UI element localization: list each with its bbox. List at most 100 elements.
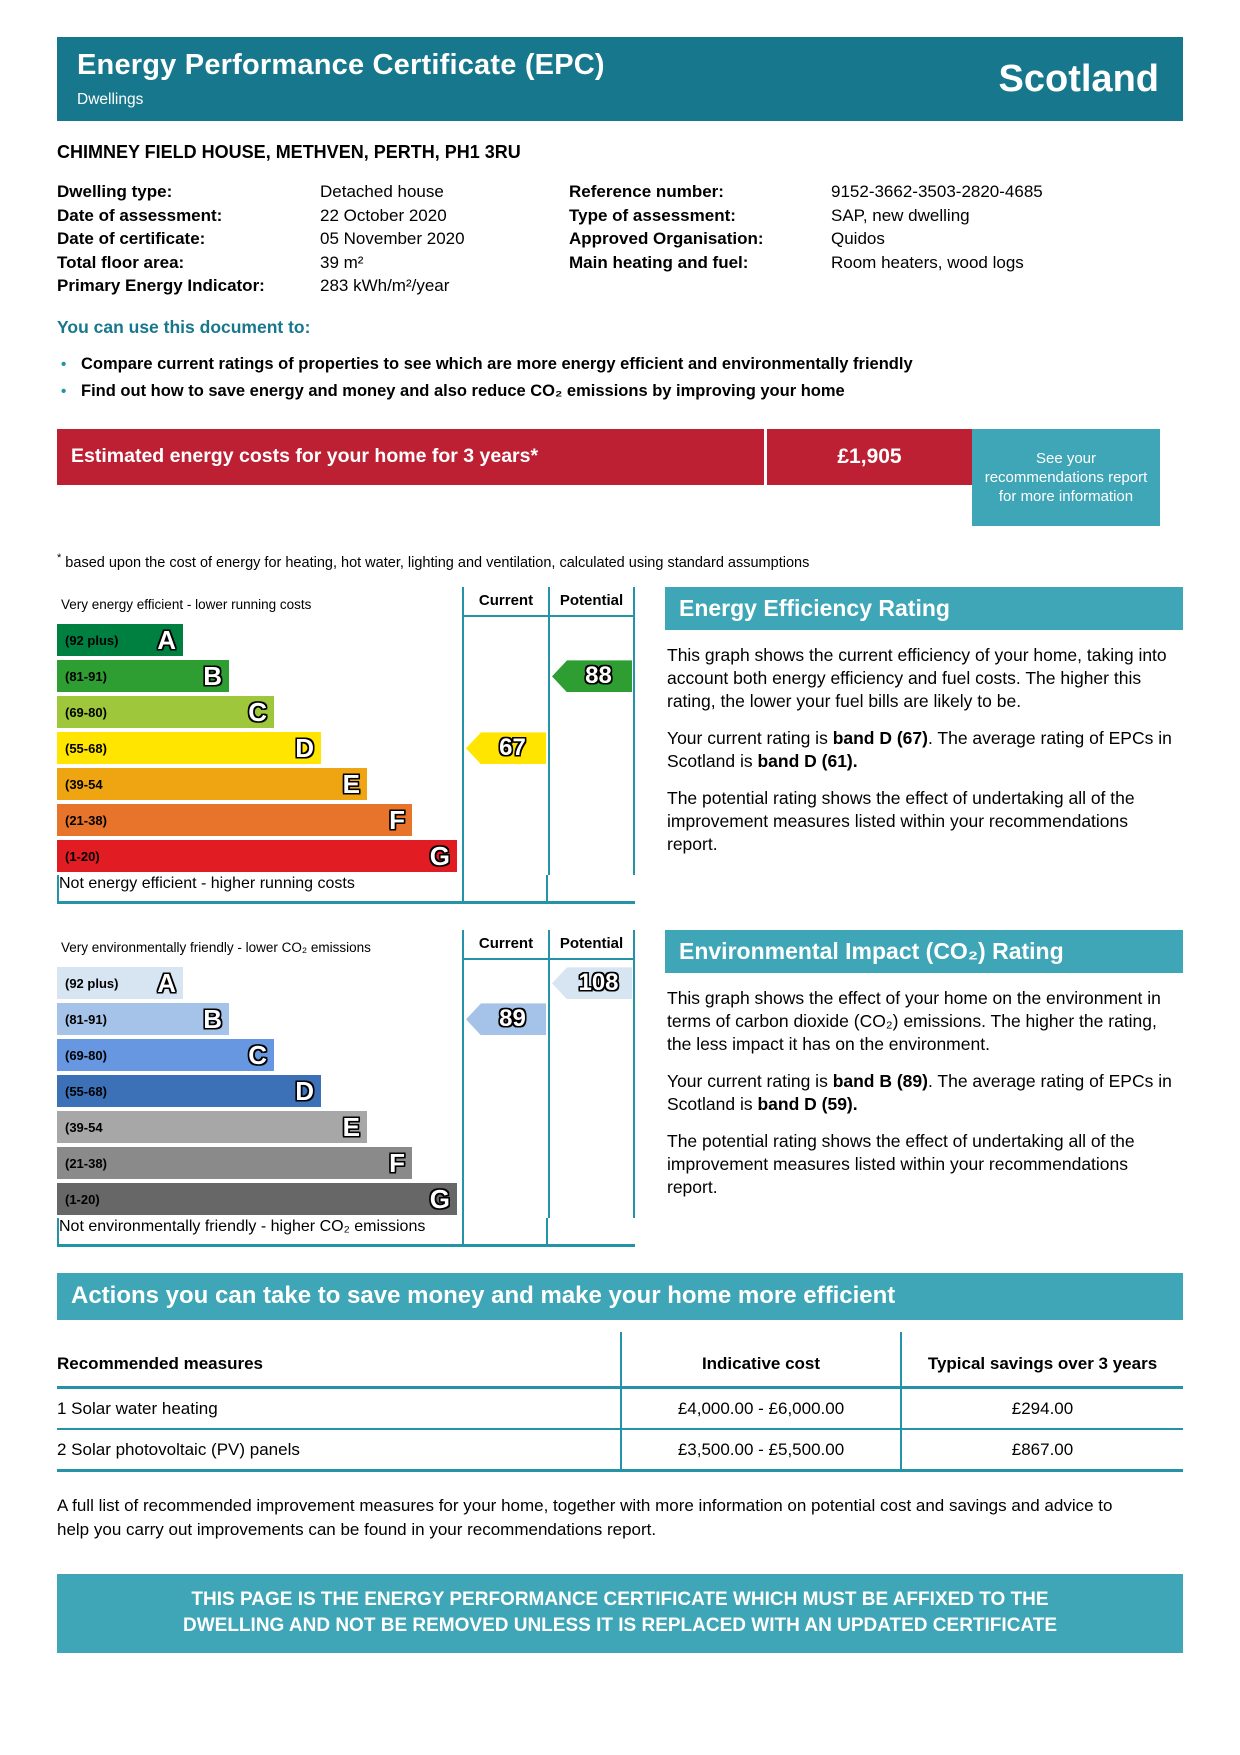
rating-bands: (92 plus) A (81-91) B (69-80) C (55-68) D (39-54… (57, 960, 462, 1218)
band-range-label: (81-91) (65, 1011, 107, 1027)
summary-label: Primary Energy Indicator: (57, 276, 265, 295)
current-column-header: Current (462, 930, 548, 961)
band-letter: A (157, 968, 176, 999)
current-column-header: Current (462, 587, 548, 618)
potential-rating-arrow-value: 108 (578, 969, 619, 997)
current-rating-arrow-value: 67 (499, 734, 526, 762)
band-letter: F (389, 805, 405, 836)
energy-efficiency-panel-title: Energy Efficiency Rating (665, 587, 1183, 631)
panel-text: Your current rating is (667, 728, 833, 749)
band-range-label: (55-68) (65, 740, 107, 756)
band-range-label: (1-20) (65, 1191, 100, 1207)
summary-right-column: Reference number: 9152-3662-3503-2820-468… (569, 180, 1183, 298)
current-rating-arrow-value: 89 (499, 1005, 526, 1033)
environmental-impact-panel: Environmental Impact (CO₂) Rating This g… (665, 930, 1183, 1247)
chart-footer-spacer (548, 875, 635, 901)
region-label: Scotland (998, 57, 1159, 100)
potential-column-header: Potential (548, 587, 635, 618)
usage-bullet: • Find out how to save energy and money a… (57, 378, 1183, 405)
current-rating-column: 89 (462, 960, 548, 1219)
rating-bands: (92 plus) A (81-91) B (69-80) C (55-68) D (39-54… (57, 617, 462, 875)
band-B: (81-91) B (57, 660, 229, 693)
summary-label: Dwelling type: (57, 182, 173, 201)
potential-column-header: Potential (548, 930, 635, 961)
band-range-label: (1-20) (65, 848, 100, 864)
summary-label: Main heating and fuel: (569, 252, 749, 272)
band-G: (1-20) G (57, 1183, 457, 1216)
band-range-label: (39-54 (65, 1119, 103, 1135)
band-range-label: (69-80) (65, 1047, 107, 1063)
current-rating-arrow: 67 (466, 732, 546, 765)
table-cell: 2 Solar photovoltaic (PV) panels (57, 1430, 620, 1473)
recommendations-note: See your recommendations report for more… (972, 428, 1160, 526)
band-letter: D (295, 733, 314, 764)
usage-bullet-text: Compare current ratings of properties to… (81, 354, 913, 373)
environmental-impact-panel-title: Environmental Impact (CO₂) Rating (665, 930, 1183, 974)
potential-rating-column: 88 (548, 617, 635, 876)
cost-banner-value: £1,905 (764, 428, 972, 485)
band-A: (92 plus) A (57, 967, 183, 1000)
rating-chart-grid: Very energy efficient - lower running co… (57, 587, 635, 902)
band-letter: C (248, 697, 267, 728)
document-header: Energy Performance Certificate (EPC) Dwe… (57, 37, 1183, 121)
chart-bottom-caption: Not energy efficient - higher running co… (57, 875, 462, 902)
footnote-text: based upon the cost of energy for heatin… (61, 554, 810, 571)
panel-text-bold: band B (89) (832, 1071, 928, 1092)
band-range-label: (69-80) (65, 704, 107, 720)
usage-heading: You can use this document to: (57, 316, 311, 337)
table-header-cell: Recommended measures (57, 1332, 620, 1390)
summary-value: 22 October 2020 (320, 205, 447, 225)
potential-rating-column: 108 (548, 960, 635, 1219)
potential-rating-arrow: 108 (552, 967, 632, 1000)
panel-paragraph: This graph shows the current efficiency … (667, 645, 1167, 712)
band-range-label: (92 plus) (65, 975, 119, 991)
potential-rating-arrow-value: 88 (585, 662, 612, 690)
panel-text-bold: band D (59). (757, 1094, 858, 1115)
band-D: (55-68) D (57, 1075, 321, 1108)
band-letter: F (389, 1148, 405, 1179)
property-address: CHIMNEY FIELD HOUSE, METHVEN, PERTH, PH1… (57, 142, 521, 162)
summary-value: SAP, new dwelling (831, 205, 970, 225)
band-B: (81-91) B (57, 1003, 229, 1036)
band-letter: A (157, 625, 176, 656)
footnote-asterisk: * (57, 551, 62, 564)
energy-efficiency-panel-text: This graph shows the current efficiency … (665, 644, 1183, 856)
chart-top-caption: Very environmentally friendly - lower CO… (61, 940, 371, 956)
rating-chart-grid: Very environmentally friendly - lower CO… (57, 930, 635, 1245)
chart-footer-spacer (462, 1218, 548, 1245)
band-range-label: (92 plus) (65, 632, 119, 648)
table-cell: £3,500.00 - £5,500.00 (620, 1430, 900, 1473)
band-letter: G (429, 1184, 450, 1215)
band-D: (55-68) D (57, 732, 321, 765)
environmental-impact-section: Very environmentally friendly - lower CO… (57, 930, 1183, 1248)
document-title: Energy Performance Certificate (EPC) (77, 49, 605, 81)
summary-label: Reference number: (569, 182, 724, 201)
chart-footer-spacer (462, 875, 548, 902)
panel-paragraph: The potential rating shows the effect of… (667, 788, 1135, 855)
environmental-impact-chart: Very environmentally friendly - lower CO… (57, 930, 635, 1248)
usage-bullet-text: Find out how to save energy and money an… (81, 381, 845, 400)
band-G: (1-20) G (57, 840, 457, 873)
band-range-label: (21-38) (65, 812, 107, 828)
table-cell: £4,000.00 - £6,000.00 (620, 1389, 900, 1431)
panel-text-bold: band D (67) (832, 728, 928, 749)
band-letter: B (203, 1004, 222, 1035)
potential-rating-arrow: 88 (552, 660, 632, 693)
footer-notice-line: DWELLING AND NOT BE REMOVED UNLESS IT IS… (183, 1615, 1057, 1637)
usage-bullet-list: • Compare current ratings of properties t… (57, 351, 1183, 405)
table-header-cell: Typical savings over 3 years (900, 1332, 1183, 1390)
full-list-note: A full list of recommended improvement m… (57, 1496, 1113, 1540)
band-C: (69-80) C (57, 1039, 274, 1072)
band-letter: C (248, 1040, 267, 1071)
actions-section-title: Actions you can take to save money and m… (57, 1273, 1183, 1321)
summary-value: 39 m² (320, 252, 364, 272)
chart-footer-spacer (548, 1218, 635, 1244)
summary-label: Type of assessment: (569, 205, 736, 225)
footer-notice-line: THIS PAGE IS THE ENERGY PERFORMANCE CERT… (191, 1589, 1049, 1611)
energy-efficiency-panel: Energy Efficiency Rating This graph show… (665, 587, 1183, 904)
summary-value: 9152-3662-3503-2820-4685 (831, 182, 1043, 201)
table-header-cell: Indicative cost (620, 1332, 900, 1390)
summary-value: Room heaters, wood logs (831, 252, 1024, 272)
band-letter: B (203, 661, 222, 692)
